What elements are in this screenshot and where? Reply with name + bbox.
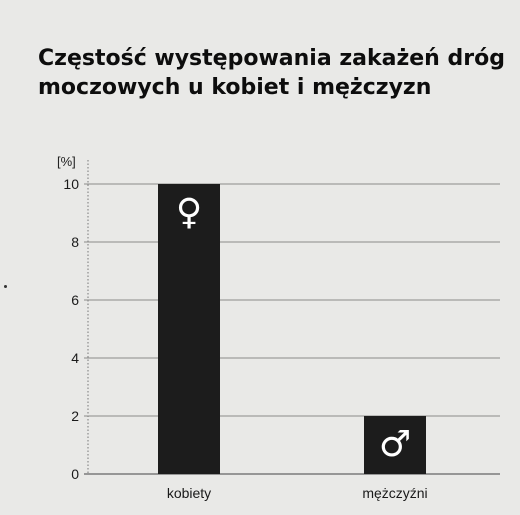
bullet-dot [4, 285, 7, 288]
y-tick-label: 2 [71, 408, 79, 424]
x-tick-label: kobiety [167, 485, 211, 501]
y-axis-ticks: 0 2 4 6 8 10 [63, 176, 79, 482]
male-symbol-icon: ♂ [379, 424, 411, 465]
y-tick-label: 0 [71, 466, 79, 482]
bars: ♀♂ [158, 184, 426, 474]
x-tick-label: mężczyźni [362, 485, 427, 501]
y-tick-label: 6 [71, 292, 79, 308]
x-axis-labels: kobiety mężczyźni [167, 485, 428, 501]
y-axis-unit-label: [%] [57, 154, 76, 169]
grid-lines [84, 160, 500, 475]
bar-0 [158, 184, 220, 474]
y-tick-label: 10 [63, 176, 79, 192]
y-tick-label: 4 [71, 350, 79, 366]
chart-title-line-1: Częstość występowania zakażeń dróg [38, 46, 505, 71]
female-symbol-icon: ♀ [176, 192, 202, 233]
y-tick-label: 8 [71, 234, 79, 250]
bar-1 [364, 416, 426, 474]
chart-title: Częstość występowania zakażeń dróg moczo… [38, 44, 518, 102]
chart-title-line-2: moczowych u kobiet i mężczyzn [38, 75, 432, 100]
